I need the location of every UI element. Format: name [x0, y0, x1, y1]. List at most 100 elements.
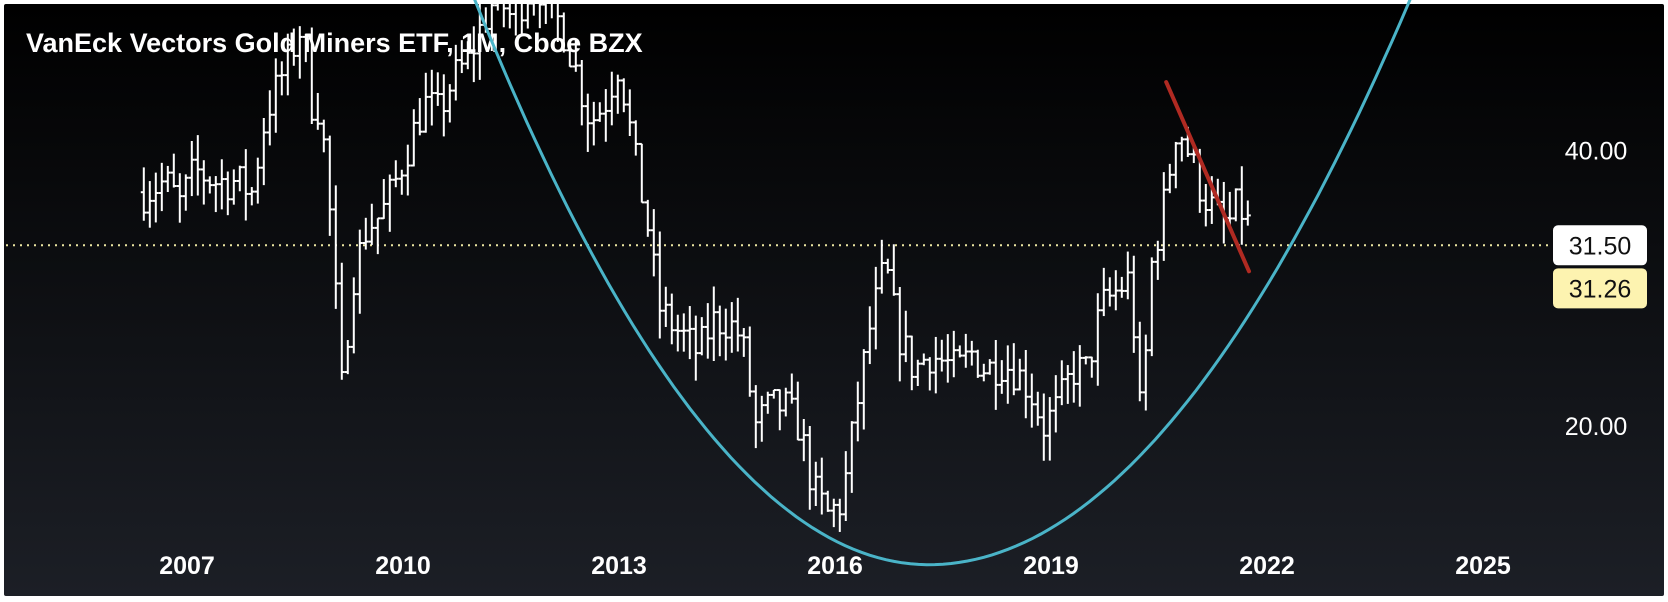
price-badge: 31.50: [1553, 225, 1647, 266]
ohlc-bar: [362, 217, 369, 250]
ohlc-bar: [1052, 375, 1059, 433]
ohlc-bar: [1016, 358, 1023, 391]
ohlc-bar: [356, 229, 363, 314]
ohlc-bar: [404, 144, 411, 196]
ohlc-bar: [956, 345, 963, 358]
ohlc-bar: [710, 286, 717, 361]
ohlc-bar: [410, 109, 417, 167]
ohlc-bar: [1064, 365, 1071, 404]
overlays: [473, 0, 1412, 567]
ohlc-bar: [860, 349, 867, 430]
ohlc-bar: [734, 297, 741, 352]
ohlc-bar: [164, 165, 171, 192]
ohlc-bar: [470, 26, 477, 83]
ohlc-bar: [704, 303, 711, 359]
ohlc-bar: [188, 140, 195, 197]
price-badge-bg: [1553, 268, 1647, 309]
price-lines: [6, 244, 1552, 247]
ohlc-bar: [578, 59, 585, 126]
ohlc-bar: [818, 457, 825, 515]
ohlc-bar: [434, 72, 441, 106]
ohlc-bar: [446, 84, 453, 123]
ohlc-bar: [932, 336, 939, 394]
ohlc-bar: [866, 306, 873, 365]
ohlc-bar: [998, 360, 1005, 394]
ohlc-bar: [920, 353, 927, 366]
ohlc-bar: [584, 93, 591, 152]
ohlc-bar: [1244, 200, 1251, 226]
ohlc-bar: [272, 58, 279, 133]
ohlc-bar: [638, 142, 645, 204]
ohlc-bar: [1166, 163, 1173, 194]
ohlc-bar: [620, 78, 627, 113]
ohlc-bar: [1022, 350, 1029, 419]
ohlc-bar: [950, 330, 957, 378]
ohlc-bar: [206, 176, 213, 194]
ohlc-bar: [632, 120, 639, 156]
ohlc-bar: [938, 339, 945, 372]
ohlc-bar: [698, 317, 705, 356]
ohlc-bar: [266, 90, 273, 146]
ohlc-bar: [668, 293, 675, 345]
ohlc-bar: [1238, 166, 1245, 245]
ohlc-bar: [746, 326, 753, 397]
x-tick-label: 2010: [375, 552, 431, 580]
ohlc-bar: [1028, 373, 1035, 428]
ohlc-bar: [236, 165, 243, 192]
ohlc-bar: [428, 69, 435, 126]
ohlc-bar: [788, 373, 795, 404]
ohlc-bar: [530, 0, 535, 16]
ohlc-bar: [644, 199, 651, 237]
ohlc-bar: [542, 0, 547, 24]
ohlc-bar: [590, 101, 597, 146]
ohlc-bar: [662, 286, 669, 327]
ohlc-bar: [794, 381, 801, 441]
chart-title: VanEck Vectors Gold Miners ETF, 1M, Cboe…: [26, 28, 643, 58]
ohlc-bar: [872, 266, 879, 350]
price-badge-label: 31.50: [1569, 232, 1632, 260]
ohlc-bar: [800, 418, 807, 462]
ohlc-bar: [176, 173, 183, 223]
ohlc-bar: [992, 340, 999, 410]
ohlc-bar: [854, 381, 861, 442]
y-tick-label: 20.00: [1565, 413, 1628, 441]
ohlc-bar: [296, 26, 303, 79]
ohlc-bar: [422, 72, 429, 133]
ohlc-bar: [974, 349, 981, 378]
ohlc-bar: [824, 490, 831, 512]
ohlc-bar: [524, 0, 531, 29]
ohlc-bar: [1034, 391, 1041, 426]
ohlc-bar: [758, 395, 765, 442]
ohlc-bar: [1154, 240, 1161, 280]
ohlc-bar: [398, 169, 405, 195]
ohlc-bar: [890, 244, 897, 296]
y-tick-label: 60.00: [1565, 0, 1628, 4]
ohlc-bar: [140, 167, 147, 221]
ohlc-bar: [248, 187, 255, 206]
ohlc-bar: [848, 421, 855, 493]
x-tick-label: 2016: [807, 552, 863, 580]
ohlc-bar: [968, 340, 975, 366]
ohlc-bar: [1004, 345, 1011, 404]
ohlc-bar: [926, 357, 933, 391]
ohlc-bar: [194, 135, 201, 196]
ohlc-bar: [650, 209, 657, 277]
ohlc-bar: [902, 310, 909, 363]
ohlc-bar: [686, 306, 693, 360]
ohlc-bar: [538, 0, 543, 29]
ohlc-bar: [308, 27, 315, 125]
ohlc-bar: [170, 153, 177, 188]
x-tick-label: 2022: [1239, 552, 1295, 580]
ohlc-bar: [1094, 293, 1101, 386]
ohlc-bar: [260, 117, 267, 186]
ohlc-bar: [344, 340, 351, 375]
ohlc-bar: [1124, 251, 1131, 300]
ohlc-bar: [200, 160, 207, 205]
ohlc-bar: [146, 181, 153, 228]
ohlc-bar: [1106, 277, 1113, 307]
ohlc-bar: [782, 387, 789, 417]
